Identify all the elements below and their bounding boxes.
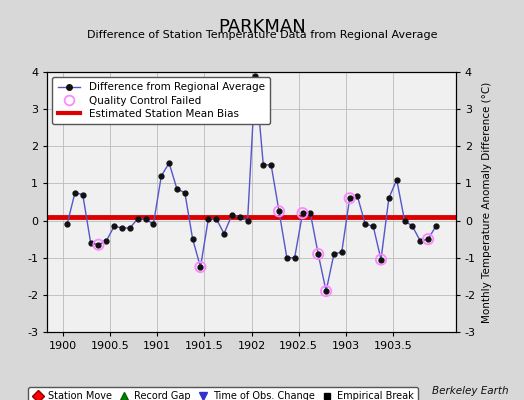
Legend: Station Move, Record Gap, Time of Obs. Change, Empirical Break: Station Move, Record Gap, Time of Obs. C… [28, 387, 418, 400]
Point [298, 210, 307, 216]
Y-axis label: Monthly Temperature Anomaly Difference (°C): Monthly Temperature Anomaly Difference (… [482, 81, 492, 323]
Point [322, 288, 330, 294]
Point [424, 236, 432, 242]
Text: PARKMAN: PARKMAN [218, 18, 306, 36]
Point [314, 251, 322, 257]
Point [345, 195, 354, 202]
Point [94, 242, 103, 248]
Point [275, 208, 283, 214]
Text: Difference of Station Temperature Data from Regional Average: Difference of Station Temperature Data f… [87, 30, 437, 40]
Point [377, 256, 385, 263]
Text: Berkeley Earth: Berkeley Earth [432, 386, 508, 396]
Point [196, 264, 205, 270]
